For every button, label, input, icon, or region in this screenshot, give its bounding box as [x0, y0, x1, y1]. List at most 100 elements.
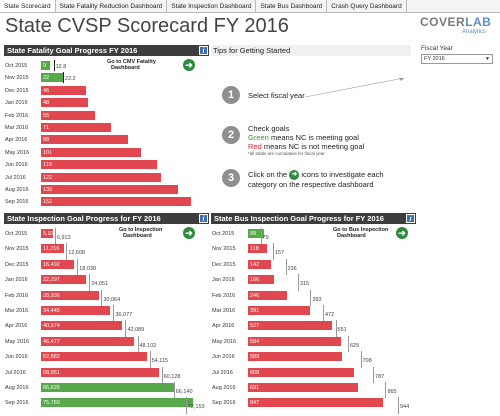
step-2-green-rest: means NC is meeting goal — [268, 133, 359, 142]
fiscal-year-select[interactable]: FY 2016 ▼ — [421, 54, 493, 64]
tab-bus[interactable]: State Bus Dashboard — [256, 0, 328, 12]
goal-marker — [347, 335, 349, 353]
coverlab-logo: COVERLAB Analytics — [420, 15, 492, 37]
step-2-text: Check goals Green means NC is meeting go… — [248, 124, 364, 157]
month-label: Apr 2016 — [5, 323, 28, 330]
month-label: Mar 2016 — [212, 308, 236, 314]
value-bar[interactable] — [41, 367, 160, 377]
value-bar[interactable] — [41, 197, 191, 207]
month-label: May 2016 — [5, 338, 30, 345]
value-bar[interactable] — [41, 275, 86, 285]
value-bar[interactable] — [41, 147, 141, 157]
bar-value-label: 16,492 — [43, 261, 60, 268]
bar-value-label: 9 — [43, 63, 47, 69]
goal-marker — [62, 72, 64, 84]
bar-value-label: 847 — [250, 400, 260, 407]
value-bar[interactable] — [248, 336, 341, 346]
inspection-panel-header: State Inspection Goal Progress for FY 20… — [4, 213, 209, 224]
month-label: Sep 2016 — [212, 400, 236, 407]
value-bar[interactable] — [41, 336, 135, 346]
value-bar[interactable] — [41, 244, 64, 254]
goto-arrow-button[interactable]: ➜ — [183, 227, 195, 239]
value-bar[interactable] — [41, 98, 89, 108]
value-bar[interactable] — [248, 383, 358, 392]
goal-value-label: 787 — [375, 373, 385, 380]
step-2-line1: Check goals — [248, 124, 290, 133]
goal-marker — [137, 335, 139, 353]
value-bar[interactable] — [248, 290, 288, 300]
value-bar[interactable] — [41, 306, 111, 315]
tab-crash-query[interactable]: Crash Query Dashboard — [327, 0, 407, 12]
value-bar[interactable] — [41, 259, 75, 269]
arrow-icon: ➜ — [289, 170, 300, 181]
value-bar[interactable] — [41, 123, 112, 132]
month-label: Oct 2015 — [212, 231, 235, 237]
info-icon[interactable]: i — [406, 214, 415, 223]
value-bar[interactable] — [41, 383, 175, 392]
value-bar[interactable] — [248, 367, 355, 377]
goal-value-label: 393 — [312, 296, 322, 303]
goal-value-label: 54,115 — [151, 358, 168, 365]
goal-marker — [101, 289, 103, 306]
value-bar[interactable] — [248, 259, 271, 269]
tab-fatality-reduction[interactable]: State Fatality Reduction Dashboard — [56, 0, 168, 12]
goto-arrow-button[interactable]: ➜ — [183, 59, 195, 71]
value-bar[interactable] — [41, 185, 179, 194]
goal-value-label: 708 — [362, 358, 372, 365]
goal-marker — [185, 397, 187, 414]
value-bar[interactable] — [248, 244, 267, 254]
value-bar[interactable] — [248, 275, 275, 285]
goal-value-label: 551 — [337, 327, 347, 334]
goal-value-label: 72,153 — [187, 404, 205, 411]
value-bar[interactable] — [41, 172, 162, 182]
logo-part1: COVER — [420, 15, 466, 29]
fiscal-year-pointer-line — [304, 77, 405, 98]
tab-inspection[interactable]: State Inspection Dashboard — [167, 0, 257, 12]
month-label: Dec 2015 — [5, 87, 29, 94]
value-bar[interactable] — [248, 352, 342, 362]
value-bar[interactable] — [248, 229, 264, 238]
value-bar[interactable] — [41, 135, 128, 145]
fatality-panel-header: State Fatality Goal Progress FY 2016 i — [4, 45, 209, 56]
goto-arrow-button[interactable]: ➜ — [396, 227, 408, 239]
goal-value-label: 157 — [274, 250, 285, 257]
goal-value-label: 18,038 — [79, 265, 97, 272]
value-bar[interactable] — [41, 398, 193, 408]
value-bar[interactable] — [41, 110, 96, 120]
step-2-green: Green — [248, 133, 269, 142]
goal-value-label: 944 — [400, 404, 410, 411]
value-bar[interactable] — [41, 352, 148, 362]
goto-text: Dashboard — [337, 233, 366, 239]
info-icon[interactable]: i — [199, 214, 208, 223]
goal-marker — [89, 274, 91, 291]
value-bar[interactable] — [248, 398, 383, 408]
goal-marker — [373, 366, 375, 383]
tab-state-scorecard[interactable]: State Scorecard — [0, 0, 56, 12]
bar-value-label: 75,760 — [43, 400, 60, 407]
bar-value-label: 5,924 — [43, 231, 57, 237]
info-icon[interactable]: i — [199, 46, 208, 55]
fatality-panel-title: State Fatality Goal Progress FY 2016 — [7, 46, 138, 55]
month-label: Jul 2016 — [5, 174, 26, 181]
month-label: Jan 2016 — [212, 277, 235, 284]
value-bar[interactable] — [41, 229, 53, 238]
month-label: Sep 2016 — [5, 199, 29, 206]
bar-value-label: 34,445 — [43, 308, 60, 314]
value-bar[interactable] — [248, 321, 332, 331]
value-bar[interactable] — [41, 160, 158, 170]
goal-marker — [272, 243, 274, 260]
goal-value-label: 60,128 — [163, 373, 181, 380]
bar-value-label: 691 — [250, 385, 260, 391]
value-bar[interactable] — [41, 73, 63, 83]
goal-marker — [66, 243, 68, 260]
goal-marker — [149, 351, 151, 368]
value-bar[interactable] — [41, 290, 100, 300]
goal-value-label: 36,077 — [115, 312, 133, 318]
month-label: Feb 2016 — [212, 292, 236, 299]
step-2-note: *all totals are cumulative for fiscal ye… — [248, 151, 325, 156]
value-bar[interactable] — [41, 85, 87, 95]
value-bar[interactable] — [248, 306, 311, 315]
value-bar[interactable] — [41, 321, 123, 331]
month-label: Jul 2016 — [212, 369, 233, 376]
value-bar[interactable] — [41, 61, 50, 70]
